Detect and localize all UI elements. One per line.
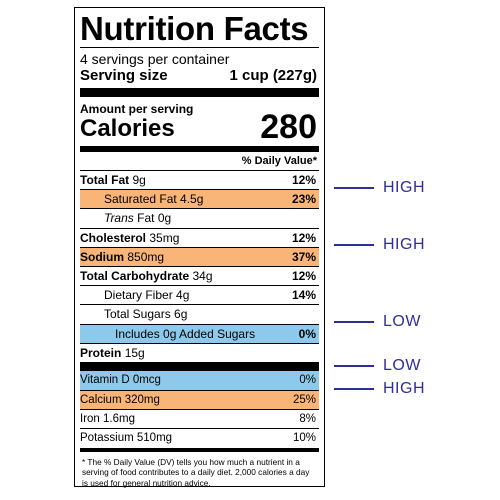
nutrient-dv: 14% xyxy=(291,288,316,303)
mineral-row-calcium: Calcium 320mg 25% xyxy=(80,390,319,410)
nutrient-row-total-sugars: Total Sugars 6g xyxy=(80,304,319,323)
nutrient-name: Total Fat xyxy=(80,173,130,187)
nutrient-name: Saturated Fat 4.5g xyxy=(104,192,204,207)
mineral-dv: 0% xyxy=(299,373,316,386)
divider xyxy=(80,88,319,97)
annotation-line xyxy=(334,388,374,390)
daily-value-header: % Daily Value* xyxy=(241,155,317,167)
mineral-name: Iron 1.6mg xyxy=(80,413,135,426)
annotation-text: LOW xyxy=(383,313,421,330)
serving-size-value: 1 cup (227g) xyxy=(229,67,317,84)
calories-value: 280 xyxy=(260,108,317,146)
mineral-dv: 25% xyxy=(292,394,316,407)
nutrient-dv: 37% xyxy=(291,249,316,264)
annotation-sodium: HIGH xyxy=(334,236,425,254)
nutrient-amount: 15g xyxy=(124,345,145,360)
annotation-saturated-fat: HIGH xyxy=(334,179,425,197)
annotation-text: HIGH xyxy=(383,179,425,196)
nutrient-row-protein: Protein 15g xyxy=(80,342,319,362)
nutrient-row-total-carbohydrate: Total Carbohydrate 34g 12% xyxy=(80,265,319,285)
nutrient-name: Total Sugars 6g xyxy=(104,307,188,322)
nutrient-row-sodium: Sodium 850mg 37% xyxy=(80,246,319,266)
nutrient-name: Includes 0g Added Sugars xyxy=(115,326,256,341)
mineral-name: Vitamin D 0mcg xyxy=(80,373,161,386)
annotation-line xyxy=(334,187,374,189)
nutrient-amount: 850mg xyxy=(127,249,165,264)
nutrient-row-added-sugars: Includes 0g Added Sugars 0% xyxy=(80,323,319,343)
nutrient-row-saturated-fat: Saturated Fat 4.5g 23% xyxy=(80,189,319,209)
nutrient-name: Sodium xyxy=(80,249,124,264)
nutrient-row-total-fat: Total Fat 9g 12% xyxy=(80,170,319,189)
annotation-text: HIGH xyxy=(383,236,425,253)
mineral-row-potassium: Potassium 510mg 10% xyxy=(80,428,319,447)
mineral-dv: 10% xyxy=(292,432,316,445)
nutrient-dv: 12% xyxy=(291,173,316,187)
divider xyxy=(80,361,319,371)
divider xyxy=(80,146,319,152)
mineral-row-iron: Iron 1.6mg 8% xyxy=(80,409,319,428)
nutrient-dv: 12% xyxy=(291,268,316,283)
annotation-line xyxy=(334,365,374,367)
nutrient-row-trans-fat: Trans Fat 0g xyxy=(80,208,319,227)
mineral-name: Calcium 320mg xyxy=(80,394,160,407)
annotation-text: HIGH xyxy=(383,380,425,397)
nutrient-amount: Fat 0g xyxy=(137,211,172,226)
nutrient-row-dietary-fiber: Dietary Fiber 4g 14% xyxy=(80,285,319,304)
amount-per-serving: Amount per serving xyxy=(80,102,194,116)
nutrient-name: Total Carbohydrate xyxy=(80,268,190,283)
serving-size-row: Serving size 1 cup (227g) xyxy=(80,67,319,88)
nutrient-name: Protein xyxy=(80,345,122,360)
mineral-dv: 8% xyxy=(299,413,316,426)
nutrient-name: Dietary Fiber 4g xyxy=(104,288,190,303)
nutrient-name: Trans xyxy=(104,211,134,226)
nutrient-row-cholesterol: Cholesterol 35mg 12% xyxy=(80,227,319,247)
annotation-text: LOW xyxy=(383,357,421,374)
divider xyxy=(80,47,319,48)
nutrient-amount: 9g xyxy=(132,173,146,187)
nutrient-dv: 23% xyxy=(291,192,316,207)
annotation-line xyxy=(334,321,374,323)
nutrient-name: Cholesterol xyxy=(80,230,147,245)
serving-size-label: Serving size xyxy=(80,67,168,84)
nutrient-amount: 35mg xyxy=(149,230,180,245)
nutrition-facts-label: Nutrition Facts 4 servings per container… xyxy=(74,7,325,489)
annotation-added-sugars: LOW xyxy=(334,313,421,331)
label-title: Nutrition Facts xyxy=(80,10,309,47)
nutrient-dv: 0% xyxy=(298,326,316,341)
nutrient-dv: 12% xyxy=(291,230,316,245)
servings-per-container: 4 servings per container xyxy=(80,51,230,67)
annotation-calcium: HIGH xyxy=(334,380,425,398)
annotation-line xyxy=(334,244,374,246)
calories-row: Calories 280 xyxy=(80,110,319,144)
annotation-vitamin-d: LOW xyxy=(334,357,421,375)
mineral-name: Potassium 510mg xyxy=(80,432,173,445)
calories-label: Calories xyxy=(80,115,175,142)
daily-value-footnote: * The % Daily Value (DV) tells you how m… xyxy=(80,447,319,489)
mineral-row-vitamin-d: Vitamin D 0mcg 0% xyxy=(80,370,319,391)
nutrient-amount: 34g xyxy=(192,268,213,283)
